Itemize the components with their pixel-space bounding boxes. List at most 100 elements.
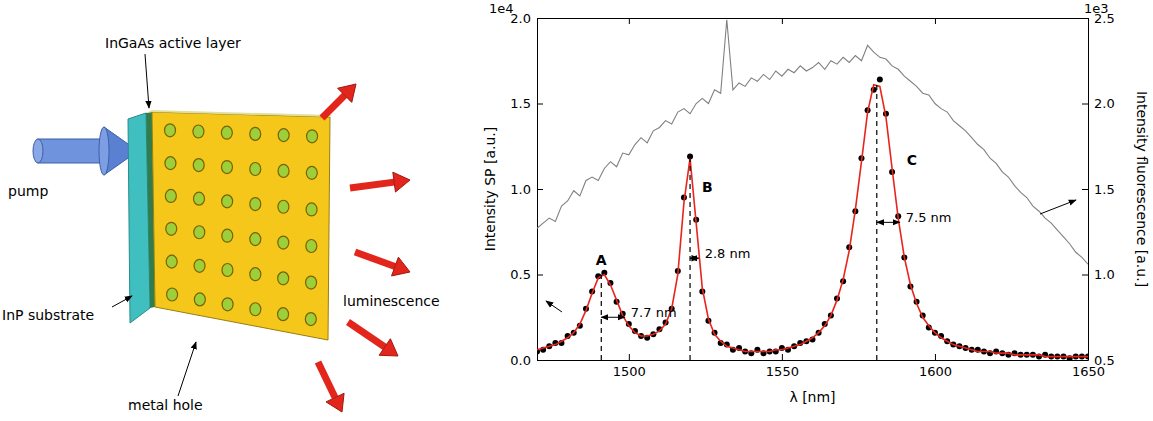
series-line bbox=[537, 85, 1088, 357]
tick: 1.0 bbox=[1082, 267, 1115, 282]
y-offset-label: 1e4 bbox=[489, 1, 514, 16]
hole bbox=[306, 239, 317, 252]
pointer bbox=[145, 54, 149, 108]
tick: 0.5 bbox=[510, 267, 543, 282]
hole bbox=[278, 308, 289, 321]
tick: 2.0 bbox=[510, 11, 543, 26]
tick: 1.0 bbox=[510, 182, 543, 197]
hole bbox=[278, 129, 289, 142]
tick: 0.0 bbox=[510, 353, 543, 368]
tick-label: 1500 bbox=[613, 364, 646, 379]
tick: 1600 bbox=[919, 354, 952, 379]
tick bbox=[782, 18, 783, 24]
y2-axis-title: Intensity fluorescence [a.u.] bbox=[1134, 91, 1150, 287]
tick-mark bbox=[935, 354, 936, 360]
fwhm-arrow bbox=[690, 258, 699, 259]
tick-mark bbox=[629, 354, 630, 360]
diagram-label: InGaAs active layer bbox=[105, 35, 241, 51]
hole bbox=[222, 298, 233, 311]
axis-line bbox=[538, 18, 1089, 19]
tick-label: 1550 bbox=[766, 364, 799, 379]
tick-label: 1.0 bbox=[1094, 267, 1115, 282]
x-axis: 1500155016001650 bbox=[538, 354, 1106, 379]
hole bbox=[222, 229, 233, 242]
hole bbox=[306, 166, 317, 179]
tick-mark bbox=[782, 18, 783, 24]
tick-mark bbox=[1082, 104, 1088, 105]
tick-mark bbox=[782, 354, 783, 360]
diagram-label: metal hole bbox=[128, 397, 203, 413]
tick-mark bbox=[1082, 360, 1088, 361]
hole bbox=[307, 130, 318, 143]
device-diagram: InGaAs active layerpumpInP substratemeta… bbox=[2, 35, 440, 413]
tick: 0.5 bbox=[1082, 353, 1115, 368]
tick: 1.5 bbox=[1082, 182, 1115, 197]
hole bbox=[306, 276, 317, 289]
data-point bbox=[877, 77, 883, 83]
metal-top-edge bbox=[146, 110, 332, 117]
tick-mark bbox=[935, 18, 936, 24]
x-axis-title: λ [nm] bbox=[789, 389, 835, 405]
tick: 1.5 bbox=[510, 96, 543, 111]
hole bbox=[222, 263, 233, 276]
peak-label: B bbox=[702, 179, 713, 195]
hole bbox=[166, 255, 177, 268]
hole bbox=[278, 200, 289, 213]
peak-label: C bbox=[907, 152, 917, 168]
hole bbox=[194, 226, 205, 239]
tick-mark bbox=[537, 18, 543, 19]
tick-mark bbox=[629, 18, 630, 24]
peak-label: A bbox=[596, 252, 607, 268]
y2-axis: 0.51.01.52.02.5 bbox=[1082, 11, 1115, 368]
tick-mark bbox=[1082, 275, 1088, 276]
fwhm-label: 2.8 nm bbox=[705, 246, 751, 261]
hole bbox=[222, 195, 233, 208]
luminescence-arrow bbox=[322, 84, 356, 118]
tick bbox=[935, 18, 936, 24]
hole bbox=[221, 161, 232, 174]
tick-mark bbox=[537, 189, 543, 190]
fwhm-arrow bbox=[601, 317, 625, 318]
hole bbox=[250, 268, 261, 281]
axis-pointer bbox=[546, 301, 562, 312]
hole bbox=[305, 313, 316, 326]
hole bbox=[193, 192, 204, 205]
luminescence-arrow bbox=[348, 322, 398, 356]
hole bbox=[167, 288, 178, 301]
pointer bbox=[112, 296, 132, 307]
tick-mark bbox=[537, 360, 543, 361]
hole bbox=[194, 259, 205, 272]
diagram-label: InP substrate bbox=[2, 307, 94, 323]
hole bbox=[250, 303, 261, 316]
tick-mark bbox=[537, 104, 543, 105]
tick: 1550 bbox=[766, 354, 799, 379]
y-axis-title: Intensity SP [a.u.] bbox=[482, 127, 498, 251]
tick bbox=[629, 18, 630, 24]
hole bbox=[250, 162, 261, 175]
metal-face bbox=[152, 112, 330, 340]
hole bbox=[165, 189, 176, 202]
pointer bbox=[178, 342, 196, 396]
tick: 1500 bbox=[613, 354, 646, 379]
tick-label: 0.0 bbox=[510, 353, 531, 368]
hole bbox=[166, 222, 177, 235]
hole bbox=[165, 157, 176, 170]
luminescence-arrow bbox=[355, 252, 410, 276]
hole bbox=[250, 127, 261, 140]
axis-line bbox=[1088, 19, 1089, 361]
tick-label: 1.5 bbox=[1094, 182, 1115, 197]
y2-offset-label: 1e3 bbox=[1084, 1, 1109, 16]
hole bbox=[193, 159, 204, 172]
tick-label: 2.0 bbox=[1094, 96, 1115, 111]
hole bbox=[278, 164, 289, 177]
tick-label: 1.5 bbox=[510, 96, 531, 111]
hole bbox=[250, 198, 261, 211]
hole bbox=[250, 233, 261, 246]
tick: 2.0 bbox=[1082, 96, 1115, 111]
tick-label: 0.5 bbox=[510, 267, 531, 282]
hole bbox=[221, 126, 232, 139]
luminescence-arrow bbox=[350, 172, 410, 192]
diagram-label: luminescence bbox=[343, 293, 440, 309]
fwhm-label: 7.5 nm bbox=[906, 210, 952, 225]
axis-pointer bbox=[1040, 200, 1076, 214]
